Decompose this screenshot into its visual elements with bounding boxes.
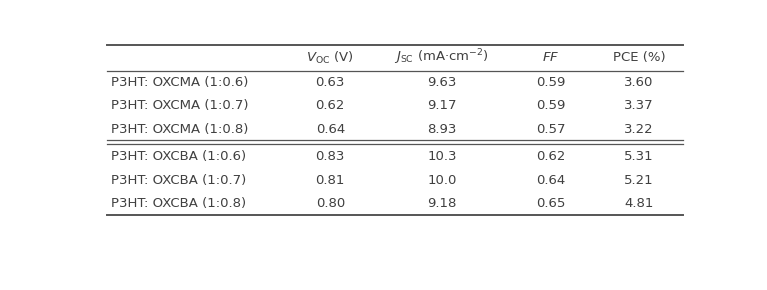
Text: $V_{\mathrm{OC}}$ (V): $V_{\mathrm{OC}}$ (V) <box>307 50 354 66</box>
Text: 0.80: 0.80 <box>316 197 345 210</box>
Text: 5.31: 5.31 <box>624 150 653 163</box>
Text: 0.62: 0.62 <box>315 99 345 112</box>
Text: $\mathit{FF}$: $\mathit{FF}$ <box>542 51 559 64</box>
Text: 3.60: 3.60 <box>624 76 653 89</box>
Text: 0.62: 0.62 <box>535 150 565 163</box>
Text: 0.64: 0.64 <box>536 173 565 186</box>
Text: $J_{\mathrm{SC}}$ (mA·cm$^{-2}$): $J_{\mathrm{SC}}$ (mA·cm$^{-2}$) <box>394 48 489 68</box>
Text: 3.37: 3.37 <box>624 99 653 112</box>
Text: P3HT: OXCMA (1:0.8): P3HT: OXCMA (1:0.8) <box>111 123 249 136</box>
Text: 9.17: 9.17 <box>427 99 456 112</box>
Text: 0.57: 0.57 <box>535 123 565 136</box>
Text: 10.0: 10.0 <box>427 173 456 186</box>
Text: 0.59: 0.59 <box>535 76 565 89</box>
Text: 5.21: 5.21 <box>624 173 653 186</box>
Text: 0.83: 0.83 <box>315 150 345 163</box>
Text: P3HT: OXCMA (1:0.6): P3HT: OXCMA (1:0.6) <box>111 76 249 89</box>
Text: 3.22: 3.22 <box>624 123 653 136</box>
Text: 10.3: 10.3 <box>427 150 456 163</box>
Text: 0.59: 0.59 <box>535 99 565 112</box>
Text: P3HT: OXCBA (1:0.7): P3HT: OXCBA (1:0.7) <box>111 173 246 186</box>
Text: 4.81: 4.81 <box>624 197 653 210</box>
Text: 9.63: 9.63 <box>427 76 456 89</box>
Text: P3HT: OXCBA (1:0.8): P3HT: OXCBA (1:0.8) <box>111 197 246 210</box>
Text: 9.18: 9.18 <box>427 197 456 210</box>
Text: 0.63: 0.63 <box>315 76 345 89</box>
Text: 0.64: 0.64 <box>316 123 345 136</box>
Text: 0.81: 0.81 <box>315 173 345 186</box>
Text: P3HT: OXCBA (1:0.6): P3HT: OXCBA (1:0.6) <box>111 150 246 163</box>
Text: PCE (%): PCE (%) <box>613 51 665 64</box>
Text: 0.65: 0.65 <box>535 197 565 210</box>
Text: 8.93: 8.93 <box>427 123 456 136</box>
Text: P3HT: OXCMA (1:0.7): P3HT: OXCMA (1:0.7) <box>111 99 249 112</box>
